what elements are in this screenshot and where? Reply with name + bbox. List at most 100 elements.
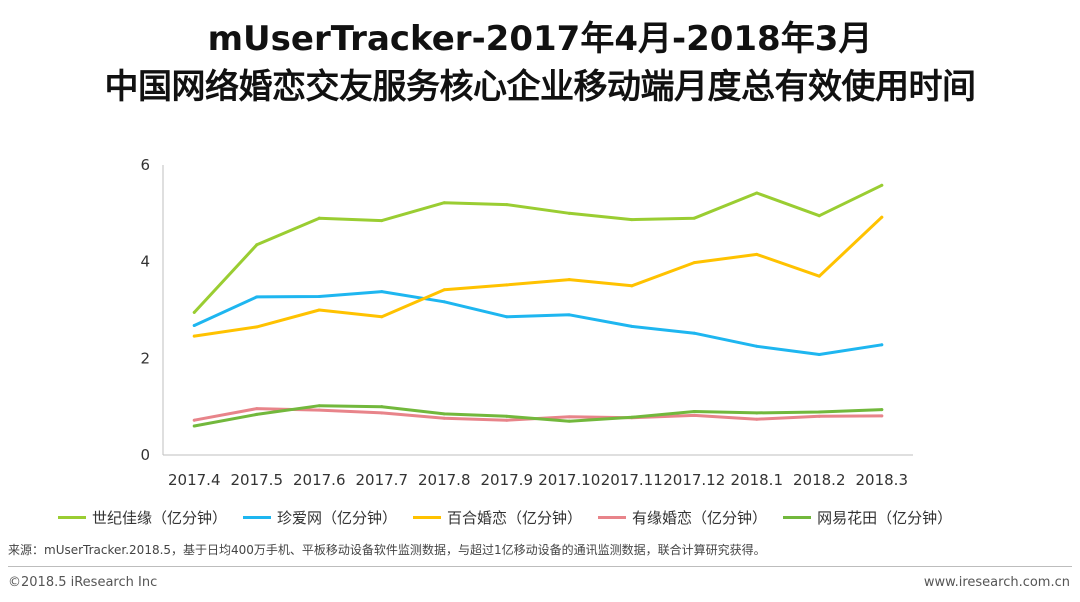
data-point-wangyihuatian <box>255 412 259 416</box>
data-point-baihehunlian <box>505 283 509 287</box>
y-tick-label: 0 <box>140 446 150 464</box>
data-point-zhenaiwang <box>317 294 321 298</box>
legend-label: 网易花田（亿分钟） <box>817 509 953 527</box>
chart-title-line1: mUserTracker-2017年4月-2018年3月 <box>207 19 873 59</box>
data-point-wangyihuatian <box>317 404 321 408</box>
data-point-baihehunlian <box>192 334 196 338</box>
data-point-shijijiayuan <box>380 219 384 223</box>
data-point-youyuanhunlian <box>317 408 321 412</box>
y-tick-label: 6 <box>140 156 150 174</box>
legend-swatch <box>598 516 627 519</box>
x-tick-label: 2018.2 <box>793 471 846 489</box>
data-point-shijijiayuan <box>505 203 509 207</box>
chart-legend: 世纪佳缘（亿分钟） 珍爱网（亿分钟） 百合婚恋（亿分钟） 有缘婚恋（亿分钟） 网… <box>58 507 1018 528</box>
data-point-baihehunlian <box>255 325 259 329</box>
source-note: 来源：mUserTracker.2018.5，基于日均400万手机、平板移动设备… <box>8 543 766 557</box>
chart-axes <box>162 165 913 456</box>
series-line-wangyihuatian <box>192 404 884 428</box>
series-line-shijijiayuan <box>192 183 884 314</box>
legend-label: 有缘婚恋（亿分钟） <box>632 509 768 527</box>
data-point-zhenaiwang <box>817 352 821 356</box>
legend-swatch <box>413 516 442 519</box>
data-point-zhenaiwang <box>380 290 384 294</box>
data-point-zhenaiwang <box>567 313 571 317</box>
data-point-wangyihuatian <box>755 411 759 415</box>
data-point-zhenaiwang <box>755 344 759 348</box>
data-point-shijijiayuan <box>317 216 321 220</box>
data-point-youyuanhunlian <box>692 413 696 417</box>
data-point-wangyihuatian <box>880 408 884 412</box>
data-point-youyuanhunlian <box>192 418 196 422</box>
x-tick-label: 2017.12 <box>663 471 725 489</box>
x-tick-label: 2017.7 <box>356 471 409 489</box>
data-point-wangyihuatian <box>692 410 696 413</box>
legend-label: 百合婚恋（亿分钟） <box>447 509 583 527</box>
legend-item-zhenaiwang: 珍爱网（亿分钟） <box>243 507 397 528</box>
legend-item-wangyihuatian: 网易花田（亿分钟） <box>783 507 952 528</box>
data-point-shijijiayuan <box>692 216 696 220</box>
data-point-zhenaiwang <box>630 324 634 328</box>
data-point-youyuanhunlian <box>755 417 759 421</box>
copyright-text: ©2018.5 iResearch Inc <box>8 575 158 590</box>
website-text: www.iresearch.com.cn <box>923 575 1070 590</box>
legend-swatch <box>783 516 812 519</box>
series-line-baihehunlian <box>192 215 884 338</box>
legend-item-shijijiayuan: 世纪佳缘（亿分钟） <box>58 507 227 528</box>
data-point-wangyihuatian <box>380 405 384 409</box>
y-tick-label: 2 <box>140 349 150 367</box>
x-tick-label: 2017.9 <box>481 471 534 489</box>
data-point-youyuanhunlian <box>817 414 821 418</box>
data-point-youyuanhunlian <box>380 411 384 415</box>
data-point-baihehunlian <box>630 284 634 288</box>
x-tick-label: 2017.6 <box>293 471 346 489</box>
data-point-zhenaiwang <box>255 295 259 299</box>
data-point-youyuanhunlian <box>442 416 446 420</box>
data-point-wangyihuatian <box>567 419 571 423</box>
legend-swatch <box>243 516 272 519</box>
data-point-shijijiayuan <box>880 183 884 187</box>
legend-item-youyuanhunlian: 有缘婚恋（亿分钟） <box>598 507 767 528</box>
data-point-baihehunlian <box>755 252 759 256</box>
data-point-youyuanhunlian <box>255 407 259 411</box>
data-point-zhenaiwang <box>192 323 196 327</box>
series-line-zhenaiwang <box>192 290 884 356</box>
data-point-wangyihuatian <box>192 424 196 428</box>
x-tick-label: 2017.10 <box>538 471 600 489</box>
data-point-baihehunlian <box>817 274 821 278</box>
data-point-baihehunlian <box>880 215 884 219</box>
data-point-shijijiayuan <box>255 243 259 247</box>
x-axis-ticks: 2017.4 2017.5 2017.6 2017.7 2017.8 2017.9 2017… <box>168 471 908 489</box>
footer-divider <box>8 566 1072 567</box>
data-point-zhenaiwang <box>692 331 696 335</box>
data-point-wangyihuatian <box>817 410 821 414</box>
x-tick-label: 2017.11 <box>601 471 663 489</box>
data-point-zhenaiwang <box>505 315 509 319</box>
y-tick-label: 4 <box>140 253 150 271</box>
chart-series-lines <box>192 183 884 428</box>
data-point-baihehunlian <box>692 261 696 265</box>
data-point-baihehunlian <box>380 315 384 319</box>
line-chart: 0 2 4 6 2017.4 2017.5 2017.6 2017.7 2017.8 2017.… <box>140 156 913 489</box>
data-point-zhenaiwang <box>880 343 884 347</box>
data-point-shijijiayuan <box>567 211 571 215</box>
x-tick-label: 2018.1 <box>731 471 784 489</box>
data-point-shijijiayuan <box>817 214 821 218</box>
data-point-shijijiayuan <box>442 201 446 205</box>
x-tick-label: 2017.8 <box>418 471 471 489</box>
data-point-shijijiayuan <box>192 310 196 314</box>
x-tick-label: 2017.4 <box>168 471 221 489</box>
data-point-shijijiayuan <box>630 218 634 222</box>
data-point-baihehunlian <box>567 278 571 282</box>
data-point-wangyihuatian <box>505 414 509 418</box>
data-point-shijijiayuan <box>755 191 759 195</box>
data-point-zhenaiwang <box>442 300 446 304</box>
data-point-youyuanhunlian <box>567 415 571 419</box>
data-point-youyuanhunlian <box>505 418 509 422</box>
legend-label: 珍爱网（亿分钟） <box>277 509 398 527</box>
legend-label: 世纪佳缘（亿分钟） <box>92 509 228 527</box>
data-point-youyuanhunlian <box>880 414 884 418</box>
x-tick-label: 2018.3 <box>856 471 909 489</box>
legend-item-baihehunlian: 百合婚恋（亿分钟） <box>413 507 582 528</box>
data-point-wangyihuatian <box>442 412 446 416</box>
data-point-baihehunlian <box>442 288 446 292</box>
